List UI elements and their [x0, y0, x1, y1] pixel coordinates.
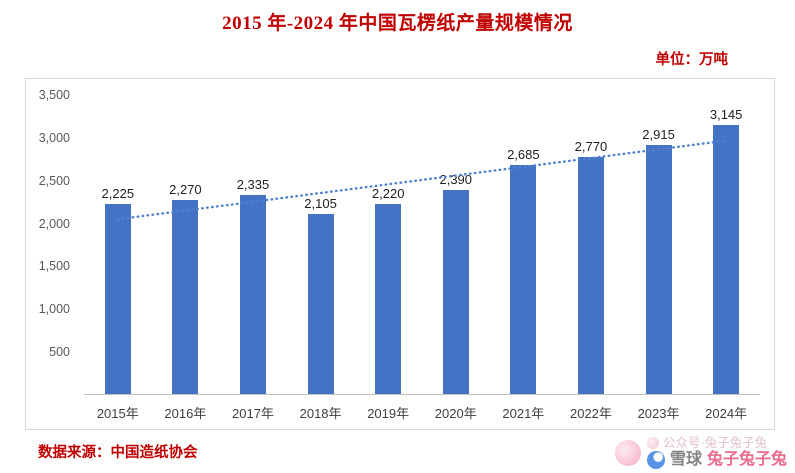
rabbit-avatar-icon [614, 439, 641, 466]
plot-area: 2,225 2,270 2,335 2,105 2,220 2,390 2,685 2,770… [84, 95, 760, 395]
x-axis: 2015年 2016年 2017年 2018年 2019年 2020年 2021年 2022年… [84, 403, 760, 423]
bar [375, 204, 402, 394]
bar [442, 189, 469, 394]
data-source: 数据来源：中国造纸协会 [38, 445, 198, 461]
bar-column: 2,915 [625, 95, 693, 394]
bar-value-label: 2,270 [169, 182, 202, 198]
bar [510, 164, 537, 394]
bar-value-label: 2,225 [101, 185, 135, 201]
x-axis-label: 2015年 [96, 406, 139, 421]
y-tick-label: 1,500 [38, 259, 70, 274]
bar-column: 2,335 [219, 95, 287, 394]
y-tick-label: 2,500 [38, 173, 70, 188]
bar-column: 2,685 [490, 95, 558, 394]
chart-title: 2015 年-2024 年中国瓦楞纸产量规模情况 [222, 13, 573, 34]
x-axis-label: 2022年 [569, 406, 612, 421]
bar-value-label: 2,770 [574, 139, 608, 155]
bar [307, 214, 334, 394]
x-axis-label: 2017年 [232, 406, 274, 421]
bar-column: 3,145 [692, 95, 760, 394]
bars: 2,225 2,270 2,335 2,105 2,220 2,390 2,685 2,770… [84, 95, 760, 394]
bar [172, 200, 199, 394]
wechat-logo-icon [646, 437, 659, 450]
xueqiu-logo-icon [646, 450, 665, 469]
x-axis-label: 2024年 [705, 406, 748, 421]
bar [104, 203, 131, 394]
x-axis-label: 2016年 [164, 406, 207, 421]
bar-value-label: 2,390 [439, 171, 473, 187]
watermark: 公众号·兔子兔子兔 雪球 兔子兔子兔 [614, 436, 787, 469]
bar-value-label: 2,105 [304, 196, 337, 212]
bar-value-label: 2,685 [507, 146, 540, 162]
watermark-wechat-label: 公众号·兔子兔子兔 [662, 436, 768, 451]
x-axis-label: 2021年 [502, 406, 545, 421]
y-tick-label: 2,000 [38, 216, 70, 231]
y-axis: 500 1,000 1,500 2,000 2,500 3,000 3,500 [26, 88, 78, 395]
watermark-xueqiu: 雪球 兔子兔子兔 [646, 450, 787, 469]
bar [713, 125, 740, 394]
x-axis-label: 2018年 [299, 406, 342, 421]
bar-column: 2,770 [557, 95, 625, 394]
unit-label: 单位：万吨 [655, 52, 729, 68]
bar-column: 2,220 [354, 95, 422, 394]
bar [645, 144, 672, 394]
y-tick-label: 3,000 [38, 130, 70, 145]
x-axis-label: 2020年 [434, 406, 477, 421]
watermark-name: 兔子兔子兔 [706, 450, 787, 468]
bar [577, 157, 604, 394]
bar-column: 2,390 [422, 95, 490, 394]
bar-column: 2,270 [152, 95, 220, 394]
watermark-text: 公众号·兔子兔子兔 雪球 兔子兔子兔 [646, 436, 787, 469]
bar [239, 194, 266, 394]
bar-value-label: 2,220 [371, 186, 405, 202]
bar-column: 2,225 [84, 95, 152, 394]
chart-frame: 500 1,000 1,500 2,000 2,500 3,000 3,500 2,225 2… [25, 78, 775, 430]
y-tick-label: 500 [49, 345, 70, 360]
y-tick-label: 1,000 [38, 302, 70, 317]
watermark-brand: 雪球 [669, 450, 702, 468]
x-axis-label: 2023年 [637, 406, 680, 421]
bar-value-label: 2,915 [642, 126, 675, 142]
bar-value-label: 3,145 [709, 107, 743, 123]
bar-column: 2,105 [287, 95, 355, 394]
x-axis-label: 2019年 [367, 406, 410, 421]
y-tick-label: 3,500 [38, 88, 70, 102]
bar-value-label: 2,335 [236, 176, 270, 192]
watermark-wechat: 公众号·兔子兔子兔 [646, 436, 768, 451]
